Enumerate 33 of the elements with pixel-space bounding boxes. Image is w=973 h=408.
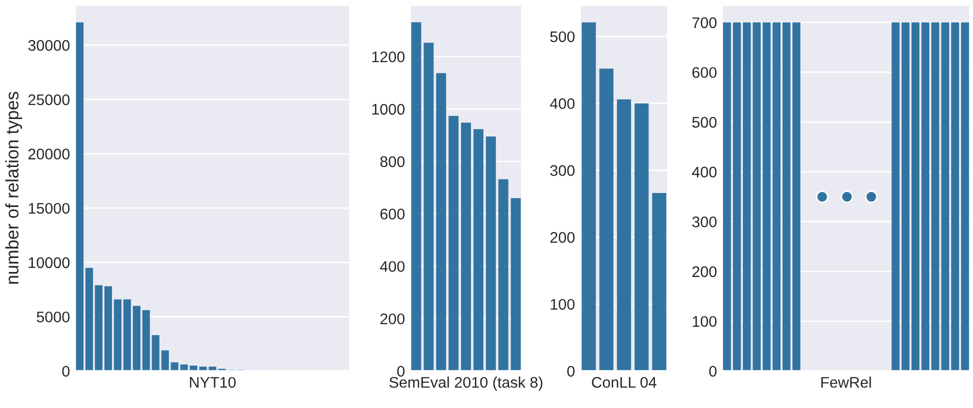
y-tick-label: 500 (692, 116, 717, 128)
y-tick-label: 500 (550, 31, 575, 42)
y-tick-label: 1000 (372, 104, 405, 115)
y-tick-label: 20000 (28, 148, 70, 160)
y-tick-label: 0 (567, 366, 575, 377)
y-tick-label: 0 (397, 366, 405, 377)
y-tick-label: 15000 (28, 202, 70, 214)
y-tick-label: 0 (62, 366, 70, 377)
x-axis-title: ConLL 04 (592, 376, 656, 388)
y-tick-label: 600 (692, 67, 717, 78)
y-tick-label: 800 (380, 156, 405, 168)
y-tick-label: 700 (692, 17, 717, 28)
y-tick-label: 600 (380, 208, 405, 220)
y-tick-label: 25000 (28, 94, 70, 106)
y-tick-label: 10000 (28, 257, 70, 268)
y-tick-label: 100 (692, 316, 717, 327)
y-tick-label: 200 (380, 313, 405, 324)
y-tick-label: 400 (550, 98, 575, 110)
y-tick-label: 200 (550, 232, 575, 243)
y-tick-label: 400 (380, 261, 405, 272)
y-tick-label: 300 (550, 165, 575, 176)
y-tick-label: 30000 (28, 40, 70, 51)
y-tick-label: 0 (709, 366, 717, 377)
y-tick-label: 200 (692, 266, 717, 278)
y-tick-label: 400 (692, 166, 717, 178)
y-tick-label: 300 (692, 216, 717, 228)
x-axis-title: SemEval 2010 (task 8) (389, 376, 542, 391)
x-axis-title: NYT10 (190, 376, 236, 388)
y-tick-label: 1200 (372, 51, 405, 62)
x-axis-title: FewRel (821, 376, 871, 388)
y-axis-title: number of relation types (5, 92, 22, 284)
y-tick-label: 5000 (36, 312, 70, 322)
y-tick-label: 100 (550, 298, 575, 310)
